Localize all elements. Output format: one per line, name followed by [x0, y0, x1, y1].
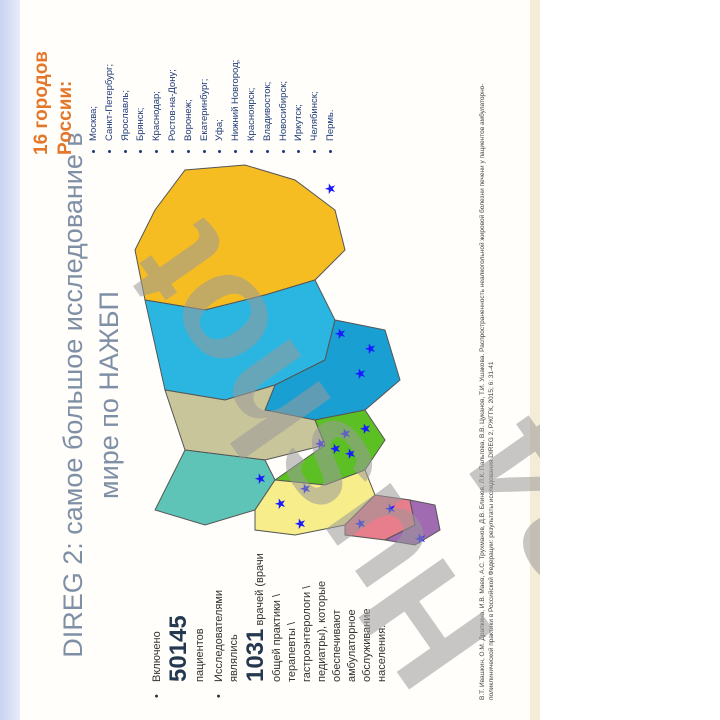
star-icon: ★ [332, 327, 348, 340]
star-icon: ★ [322, 182, 338, 195]
star-icon: ★ [312, 437, 328, 450]
star-icon: ★ [357, 422, 373, 435]
city-item: Воронеж; [181, 5, 197, 141]
city-item: Брянск; [133, 5, 149, 141]
slide-top-band [0, 0, 20, 720]
city-item: Ярославль; [118, 5, 134, 141]
city-markers: ★ ★ ★ ★ ★ ★ ★ ★ ★ ★ ★ ★ ★ ★ ★ ★ [252, 182, 428, 545]
bullet-text: пациентов [194, 628, 206, 682]
city-item: Краснодар; [149, 5, 165, 141]
star-icon: ★ [352, 517, 368, 530]
cities-panel: 16 городов России: Москва;Санкт-Петербур… [30, 5, 339, 155]
star-icon: ★ [382, 502, 398, 515]
city-item: Екатеринбург; [197, 5, 213, 141]
bullet-text: (врачи общей практики \ терапевты \ гаст… [254, 553, 388, 682]
city-item: Новосибирск; [276, 5, 292, 141]
bullet-patients: Включено 50145 пациентов [150, 550, 208, 700]
slide-title: DIREG 2: самое большое исследование в ми… [58, 132, 124, 658]
city-item: Пермь. [323, 5, 339, 141]
bullet-text: Включено [151, 631, 163, 682]
map-region-ural [164, 384, 326, 461]
patients-count: 50145 [165, 615, 192, 682]
city-item: Челябинск; [307, 5, 323, 141]
bullet-doctors: Исследователями являлись 1031 врачей (вр… [212, 550, 390, 700]
star-icon: ★ [292, 517, 308, 530]
russia-map: ★ ★ ★ ★ ★ ★ ★ ★ ★ ★ ★ ★ ★ ★ ★ ★ [134, 164, 441, 546]
map-region-central [254, 469, 376, 536]
doctors-count: 1031 [242, 628, 269, 682]
star-icon: ★ [342, 447, 358, 460]
city-item: Москва; [86, 5, 102, 141]
star-icon: ★ [362, 342, 378, 355]
city-item: Владивосток; [260, 5, 276, 141]
star-icon: ★ [297, 482, 313, 495]
city-item: Уфа; [212, 5, 228, 141]
city-item: Нижний Новгород; [228, 5, 244, 141]
star-icon: ★ [327, 442, 343, 455]
star-icon: ★ [272, 497, 288, 510]
bullet-list: Включено 50145 пациентов Исследователями… [150, 550, 394, 700]
slide-bottom-band [530, 0, 540, 720]
bullet-text: врачей [254, 589, 266, 626]
city-list: Москва;Санкт-Петербург;Ярославль;Брянск;… [86, 5, 339, 155]
slide: DIREG 2: самое большое исследование в ми… [0, 0, 540, 720]
citation: В.Т. Ивашкин, О.М. Драпкина, И.В. Маев, … [479, 83, 495, 700]
city-item: Ростов-на-Дону; [165, 5, 181, 141]
bullet-text: Исследователями являлись [213, 589, 240, 682]
map-region-caucasus [383, 499, 441, 546]
city-item: Санкт-Петербург; [102, 5, 118, 141]
star-icon: ★ [252, 472, 268, 485]
city-item: Красноярск; [244, 5, 260, 141]
city-item: Иркутск; [291, 5, 307, 141]
star-icon: ★ [352, 367, 368, 380]
star-icon: ★ [412, 532, 428, 545]
star-icon: ★ [337, 427, 353, 440]
cities-heading: 16 городов России: [31, 51, 76, 155]
